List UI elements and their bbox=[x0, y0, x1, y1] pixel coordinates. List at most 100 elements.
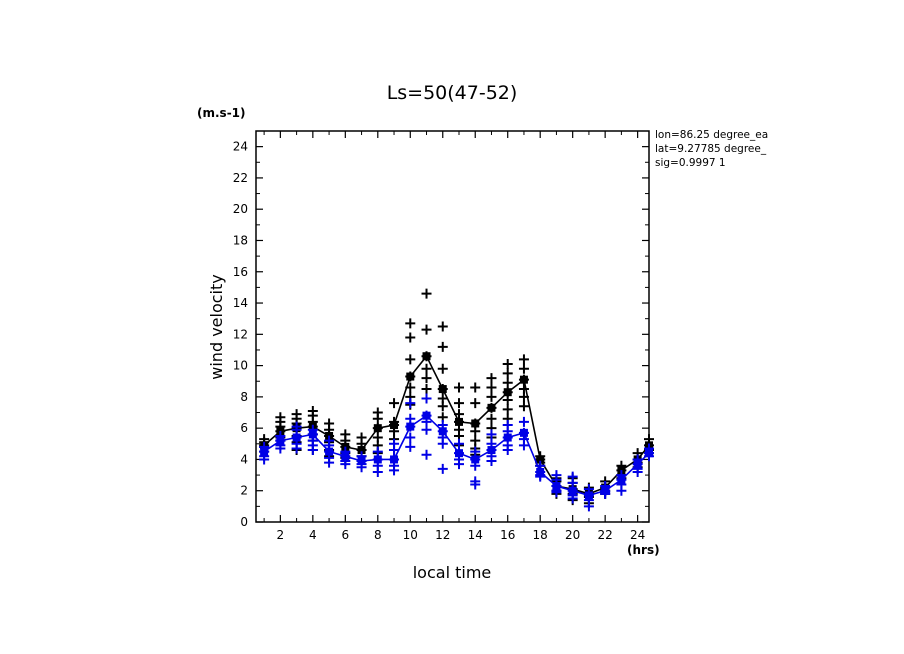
x-tick-label: 2 bbox=[277, 528, 285, 542]
sample-cross bbox=[389, 398, 400, 409]
mean-point bbox=[276, 436, 285, 445]
sample-cross bbox=[453, 398, 464, 409]
mean-point bbox=[406, 372, 415, 381]
mean-point bbox=[471, 419, 480, 428]
mean-point bbox=[503, 388, 512, 397]
sample-cross bbox=[405, 398, 416, 409]
x-tick-label: 12 bbox=[435, 528, 450, 542]
y-axis-label: wind velocity bbox=[207, 274, 226, 379]
mean-point bbox=[584, 491, 593, 500]
y-tick-label: 20 bbox=[233, 202, 248, 216]
sample-cross bbox=[470, 446, 481, 457]
y-unit-label: (m.s-1) bbox=[197, 106, 246, 120]
mean-point bbox=[645, 449, 653, 458]
info-lat: lat=9.27785 degree_ bbox=[655, 143, 767, 155]
sample-cross bbox=[389, 438, 400, 449]
mean-point bbox=[487, 403, 496, 412]
mean-point bbox=[422, 411, 431, 420]
mean-point bbox=[536, 455, 545, 464]
x-tick-label: 16 bbox=[500, 528, 515, 542]
sample-cross bbox=[372, 446, 383, 457]
sample-cross bbox=[632, 466, 643, 477]
sample-cross bbox=[405, 354, 416, 365]
mean-point bbox=[357, 446, 366, 455]
sample-cross bbox=[291, 409, 302, 420]
sample-cross bbox=[421, 424, 432, 435]
sample-cross bbox=[372, 407, 383, 418]
sample-cross bbox=[486, 373, 497, 384]
y-tick-label: 8 bbox=[240, 390, 248, 404]
sample-cross bbox=[275, 412, 286, 423]
y-tick-label: 22 bbox=[233, 171, 248, 185]
mean-point bbox=[536, 467, 545, 476]
y-tick-label: 10 bbox=[233, 359, 248, 373]
mean-point bbox=[487, 446, 496, 455]
sample-cross bbox=[437, 341, 448, 352]
mean-point bbox=[454, 449, 463, 458]
sample-cross bbox=[291, 443, 302, 454]
sample-cross bbox=[502, 395, 513, 406]
sample-cross bbox=[502, 404, 513, 415]
info-lon: lon=86.25 degree_ea bbox=[655, 129, 768, 141]
sample-cross bbox=[324, 457, 335, 468]
sample-cross bbox=[324, 435, 335, 446]
mean-point bbox=[568, 486, 577, 495]
sample-cross bbox=[437, 363, 448, 374]
x-tick-label: 18 bbox=[533, 528, 548, 542]
mean-point bbox=[438, 385, 447, 394]
sample-cross bbox=[437, 321, 448, 332]
sample-cross bbox=[583, 501, 594, 512]
series-0 bbox=[259, 288, 654, 509]
sample-cross bbox=[389, 465, 400, 476]
x-tick-label: 6 bbox=[341, 528, 349, 542]
mean-point bbox=[633, 460, 642, 469]
sample-cross bbox=[421, 393, 432, 404]
sample-cross bbox=[324, 418, 335, 429]
mean-point bbox=[357, 457, 366, 466]
plot-area-frame bbox=[255, 130, 650, 523]
sample-cross bbox=[616, 485, 627, 496]
sample-cross bbox=[421, 288, 432, 299]
mean-point bbox=[373, 455, 382, 464]
x-tick-label: 14 bbox=[468, 528, 483, 542]
mean-point bbox=[503, 433, 512, 442]
sample-cross bbox=[259, 454, 270, 465]
x-axis-label: local time bbox=[413, 563, 492, 582]
sample-cross bbox=[502, 359, 513, 370]
sample-cross bbox=[518, 416, 529, 427]
sample-cross bbox=[502, 368, 513, 379]
mean-point bbox=[390, 455, 399, 464]
x-tick-label: 22 bbox=[598, 528, 613, 542]
sample-cross bbox=[437, 463, 448, 474]
sample-cross bbox=[518, 401, 529, 412]
sample-cross bbox=[470, 426, 481, 437]
x-unit-label: (hrs) bbox=[627, 543, 660, 557]
sample-cross bbox=[307, 445, 318, 456]
sample-cross bbox=[486, 429, 497, 440]
mean-point bbox=[601, 486, 610, 495]
x-tick-label: 24 bbox=[630, 528, 645, 542]
mean-point bbox=[552, 482, 561, 491]
y-tick-label: 6 bbox=[240, 421, 248, 435]
sample-cross bbox=[421, 363, 432, 374]
mean-point bbox=[341, 452, 350, 461]
x-tick-label: 20 bbox=[565, 528, 580, 542]
sample-cross bbox=[567, 471, 578, 482]
mean-point bbox=[406, 422, 415, 431]
sample-cross bbox=[486, 382, 497, 393]
sample-cross bbox=[421, 324, 432, 335]
sample-cross bbox=[502, 420, 513, 431]
sample-cross bbox=[453, 438, 464, 449]
y-tick-label: 18 bbox=[233, 233, 248, 247]
sample-cross bbox=[421, 373, 432, 384]
mean-point bbox=[373, 424, 382, 433]
y-tick-label: 2 bbox=[240, 484, 248, 498]
mean-point bbox=[519, 428, 528, 437]
x-tick-label: 4 bbox=[309, 528, 317, 542]
mean-point bbox=[454, 417, 463, 426]
sample-cross bbox=[340, 429, 351, 440]
sample-cross bbox=[470, 479, 481, 490]
sample-cross bbox=[486, 391, 497, 402]
sample-cross bbox=[518, 354, 529, 365]
